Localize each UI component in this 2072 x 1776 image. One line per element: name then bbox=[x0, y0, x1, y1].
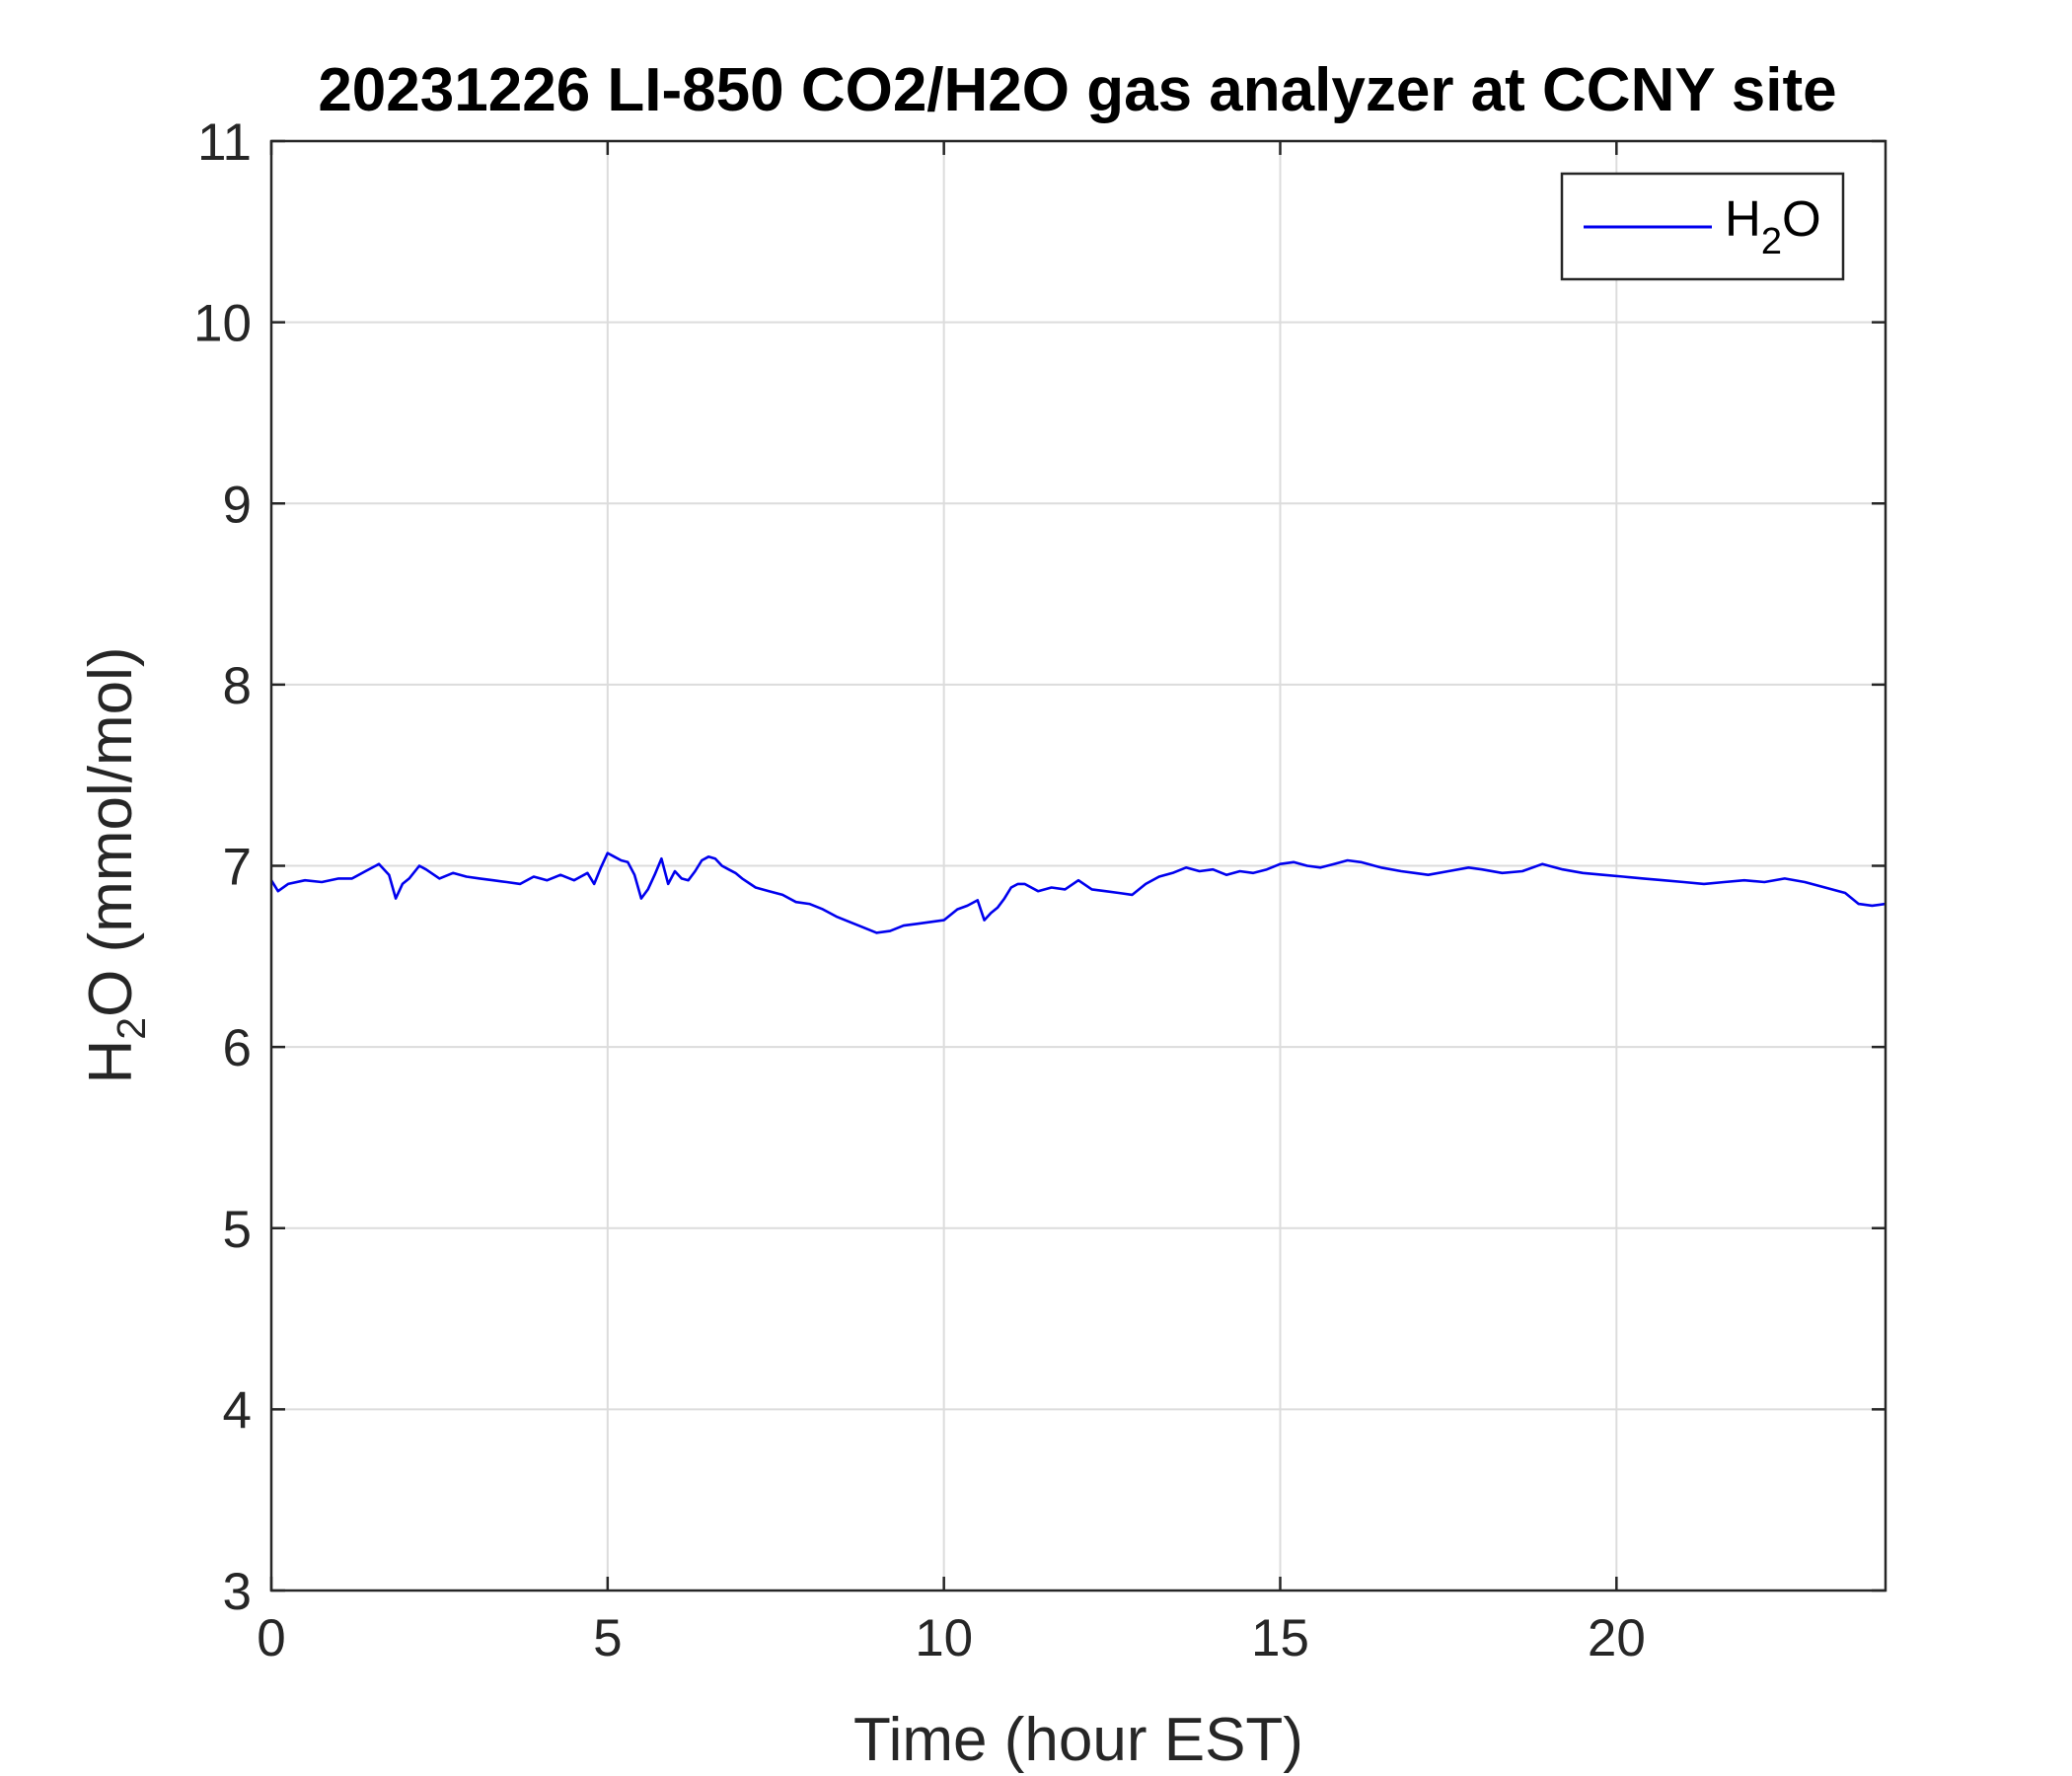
y-axis-label-main: H bbox=[77, 1040, 145, 1084]
y-axis-label-rest: O (mmol/mol) bbox=[77, 646, 145, 1016]
x-axis-tick-labels: 0 5 10 15 20 bbox=[257, 1609, 1646, 1667]
y-tick-label: 8 bbox=[223, 657, 252, 715]
y-tick-label: 4 bbox=[223, 1381, 252, 1440]
series-layer bbox=[269, 851, 1887, 934]
y-tick-label: 3 bbox=[223, 1563, 252, 1621]
legend-label-h2o: H2O bbox=[1725, 190, 1821, 262]
y-tick-label: 10 bbox=[193, 295, 252, 353]
y-axis-tick-labels: 3 4 5 6 7 8 9 10 11 bbox=[193, 113, 252, 1621]
x-axis-label: Time (hour EST) bbox=[853, 1706, 1303, 1774]
axis-ticks bbox=[269, 139, 1886, 1592]
x-tick-label: 10 bbox=[915, 1609, 973, 1667]
y-axis-label-subscript: 2 bbox=[109, 1017, 154, 1040]
y-tick-label: 7 bbox=[223, 839, 252, 897]
grid-lines bbox=[271, 141, 1886, 1591]
y-tick-label: 5 bbox=[223, 1201, 252, 1259]
legend-label-rest: O bbox=[1782, 190, 1821, 247]
legend: H2O bbox=[1560, 172, 1845, 281]
legend-label-subscript: 2 bbox=[1761, 221, 1782, 262]
x-tick-label: 20 bbox=[1588, 1609, 1646, 1667]
series-line-h2o bbox=[269, 851, 1887, 934]
chart-title: 20231226 LI-850 CO2/H2O gas analyzer at … bbox=[318, 56, 1836, 124]
y-tick-label: 11 bbox=[197, 113, 252, 172]
y-tick-label: 9 bbox=[223, 476, 252, 534]
y-axis-label: H2O (mmol/mol) bbox=[77, 646, 154, 1083]
x-tick-label: 0 bbox=[257, 1609, 285, 1667]
y-tick-label: 6 bbox=[223, 1019, 252, 1077]
legend-label-main: H bbox=[1725, 190, 1761, 247]
x-tick-label: 15 bbox=[1251, 1609, 1309, 1667]
x-tick-label: 5 bbox=[593, 1609, 622, 1667]
